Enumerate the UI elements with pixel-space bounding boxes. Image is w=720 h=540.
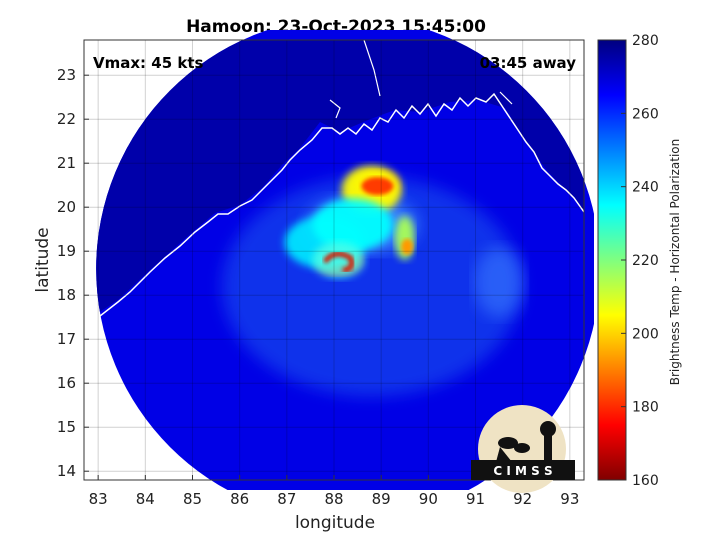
eyewall	[322, 251, 355, 273]
y-tick-label: 14	[57, 462, 76, 480]
colorbar-label: Brightness Temp - Horizontal Polarizatio…	[668, 139, 682, 386]
x-axis-label: longitude	[295, 513, 375, 533]
colorbar-tick-label: 260	[632, 106, 659, 122]
x-tick-label: 84	[136, 490, 155, 508]
colorbar-tick-label: 200	[632, 326, 659, 342]
x-tick-label: 87	[277, 490, 296, 508]
x-tick-label: 91	[466, 490, 485, 508]
microwave-swath	[96, 30, 594, 490]
x-tick-label: 93	[560, 490, 579, 508]
colorbar-tick-label: 220	[632, 253, 659, 269]
y-tick-label: 23	[57, 66, 76, 84]
cold-core	[361, 177, 394, 196]
y-tick-label: 16	[57, 374, 76, 392]
y-tick-label: 17	[57, 330, 76, 348]
convective-feature	[312, 198, 393, 251]
y-tick-label: 20	[57, 198, 76, 216]
y-tick-label: 19	[57, 242, 76, 260]
rainband-east	[474, 247, 525, 317]
grid	[84, 40, 584, 480]
colorbar-tick-label: 160	[632, 473, 659, 489]
y-tick-label: 15	[57, 418, 76, 436]
colorbar-ticks: 280 260 240 220 200 180 160	[621, 33, 659, 489]
y-tick-label: 18	[57, 286, 76, 304]
river-lines	[329, 40, 577, 121]
colorbar-tick-label: 180	[632, 400, 659, 416]
x-tick-label: 89	[372, 490, 391, 508]
vmax-annotation: Vmax: 45 kts	[93, 54, 203, 72]
land-region	[96, 40, 584, 322]
y-axis-label: latitude	[33, 227, 53, 292]
y-axis: 14 15 16 17 18 19 20 21 22 23	[57, 66, 89, 480]
x-tick-label: 92	[513, 490, 532, 508]
y-tick-label: 22	[57, 110, 76, 128]
time-away-annotation: 03:45 away	[480, 54, 577, 72]
logo-band	[471, 460, 575, 480]
x-tick-label: 86	[230, 490, 249, 508]
colorbar: 280 260 240 220 200 180 160	[597, 33, 659, 489]
x-tick-label: 90	[419, 490, 438, 508]
x-tick-label: 88	[324, 490, 343, 508]
colorbar-tick-label: 240	[632, 180, 659, 196]
x-tick-label: 85	[183, 490, 202, 508]
colorbar-tick-label: 280	[632, 33, 659, 49]
coastline	[84, 40, 584, 325]
eyewall-halo	[312, 242, 365, 278]
x-axis: 83 84 85 86 87 88 89 90 91 92 93	[89, 475, 579, 508]
plot-area	[83, 30, 594, 490]
y-tick-label: 21	[57, 154, 76, 172]
logo-text: C I M S S	[493, 464, 552, 478]
outer-band-cell	[401, 238, 414, 255]
coastline-path	[84, 92, 584, 325]
x-tick-label: 83	[89, 490, 108, 508]
cimss-logo: C I M S S	[471, 405, 575, 493]
